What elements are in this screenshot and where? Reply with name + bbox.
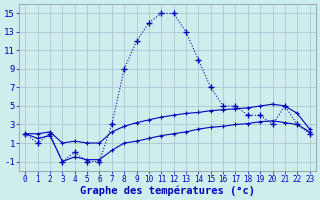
X-axis label: Graphe des températures (°c): Graphe des températures (°c): [80, 185, 255, 196]
